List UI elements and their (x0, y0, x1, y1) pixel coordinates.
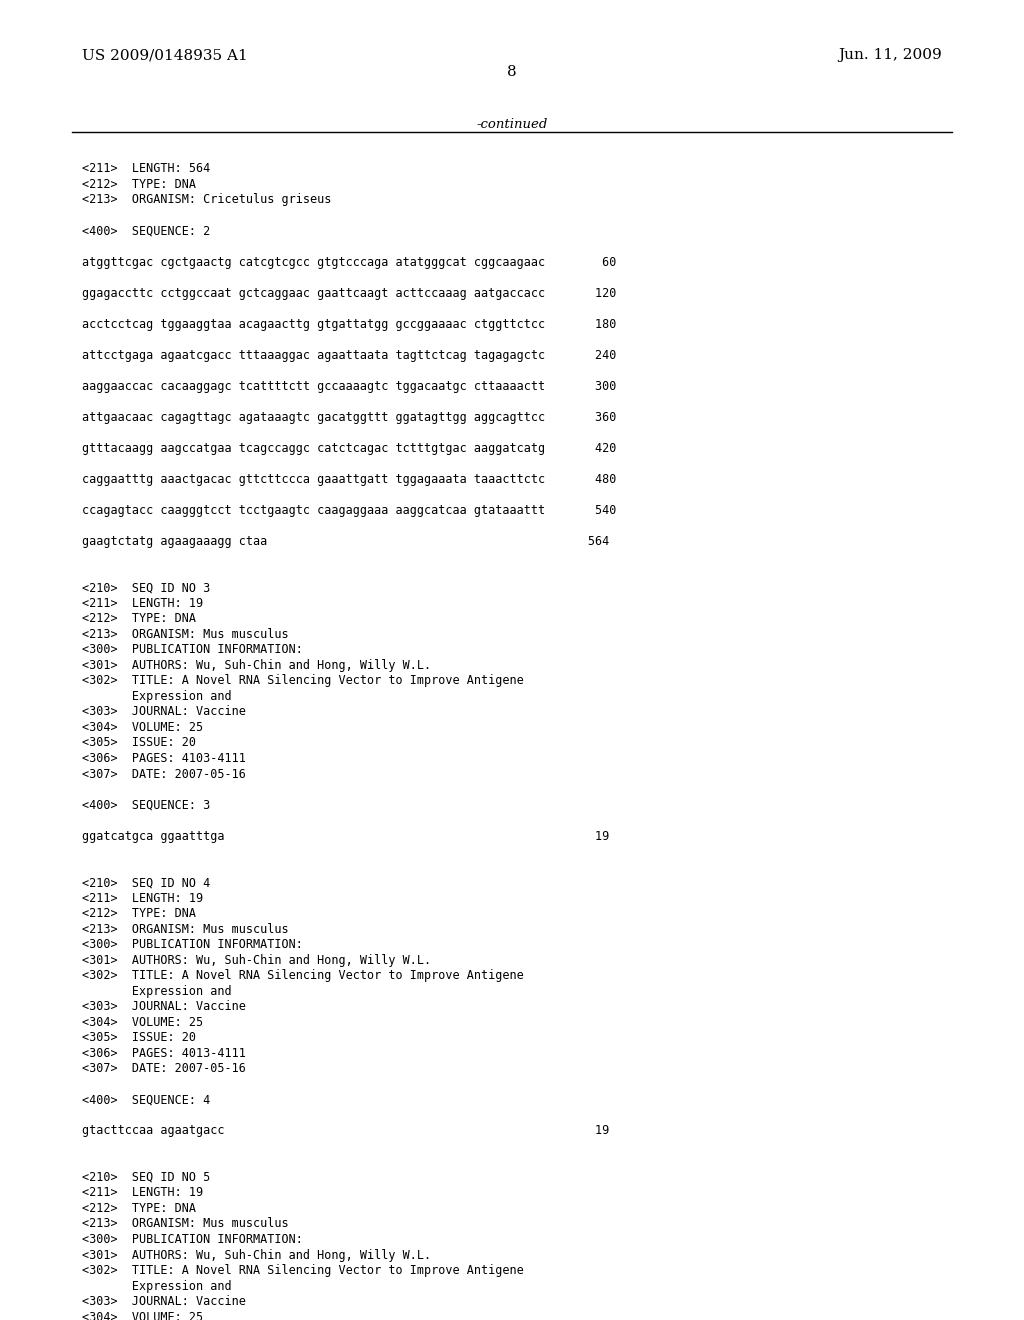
Text: ggagaccttc cctggccaat gctcaggaac gaattcaagt acttccaaag aatgaccacc       120: ggagaccttc cctggccaat gctcaggaac gaattca… (82, 286, 616, 300)
Text: <301>  AUTHORS: Wu, Suh-Chin and Hong, Willy W.L.: <301> AUTHORS: Wu, Suh-Chin and Hong, Wi… (82, 954, 431, 966)
Text: <300>  PUBLICATION INFORMATION:: <300> PUBLICATION INFORMATION: (82, 939, 303, 952)
Text: <212>  TYPE: DNA: <212> TYPE: DNA (82, 1203, 196, 1214)
Text: caggaatttg aaactgacac gttcttccca gaaattgatt tggagaaata taaacttctc       480: caggaatttg aaactgacac gttcttccca gaaattg… (82, 473, 616, 486)
Text: gtttacaagg aagccatgaa tcagccaggc catctcagac tctttgtgac aaggatcatg       420: gtttacaagg aagccatgaa tcagccaggc catctca… (82, 442, 616, 454)
Text: <213>  ORGANISM: Mus musculus: <213> ORGANISM: Mus musculus (82, 628, 289, 642)
Text: <301>  AUTHORS: Wu, Suh-Chin and Hong, Willy W.L.: <301> AUTHORS: Wu, Suh-Chin and Hong, Wi… (82, 659, 431, 672)
Text: <305>  ISSUE: 20: <305> ISSUE: 20 (82, 1031, 196, 1044)
Text: <211>  LENGTH: 19: <211> LENGTH: 19 (82, 597, 203, 610)
Text: atggttcgac cgctgaactg catcgtcgcc gtgtcccaga atatgggcat cggcaagaac        60: atggttcgac cgctgaactg catcgtcgcc gtgtccc… (82, 256, 616, 268)
Text: ggatcatgca ggaatttga                                                    19: ggatcatgca ggaatttga 19 (82, 829, 609, 842)
Text: Expression and: Expression and (82, 985, 231, 998)
Text: Jun. 11, 2009: Jun. 11, 2009 (839, 48, 942, 62)
Text: <400>  SEQUENCE: 4: <400> SEQUENCE: 4 (82, 1093, 210, 1106)
Text: attgaacaac cagagttagc agataaagtc gacatggttt ggatagttgg aggcagttcc       360: attgaacaac cagagttagc agataaagtc gacatgg… (82, 411, 616, 424)
Text: <210>  SEQ ID NO 5: <210> SEQ ID NO 5 (82, 1171, 210, 1184)
Text: <304>  VOLUME: 25: <304> VOLUME: 25 (82, 721, 203, 734)
Text: <301>  AUTHORS: Wu, Suh-Chin and Hong, Willy W.L.: <301> AUTHORS: Wu, Suh-Chin and Hong, Wi… (82, 1249, 431, 1262)
Text: <302>  TITLE: A Novel RNA Silencing Vector to Improve Antigene: <302> TITLE: A Novel RNA Silencing Vecto… (82, 675, 523, 688)
Text: aaggaaccac cacaaggagc tcattttctt gccaaaagtc tggacaatgc cttaaaactt       300: aaggaaccac cacaaggagc tcattttctt gccaaaa… (82, 380, 616, 392)
Text: <304>  VOLUME: 25: <304> VOLUME: 25 (82, 1016, 203, 1028)
Text: <305>  ISSUE: 20: <305> ISSUE: 20 (82, 737, 196, 750)
Text: <400>  SEQUENCE: 3: <400> SEQUENCE: 3 (82, 799, 210, 812)
Text: <400>  SEQUENCE: 2: <400> SEQUENCE: 2 (82, 224, 210, 238)
Text: acctcctcag tggaaggtaa acagaacttg gtgattatgg gccggaaaac ctggttctcc       180: acctcctcag tggaaggtaa acagaacttg gtgatta… (82, 318, 616, 330)
Text: <213>  ORGANISM: Cricetulus griseus: <213> ORGANISM: Cricetulus griseus (82, 194, 332, 206)
Text: gaagtctatg agaagaaagg ctaa                                             564: gaagtctatg agaagaaagg ctaa 564 (82, 535, 609, 548)
Text: <306>  PAGES: 4103-4111: <306> PAGES: 4103-4111 (82, 752, 246, 766)
Text: Expression and: Expression and (82, 690, 231, 704)
Text: US 2009/0148935 A1: US 2009/0148935 A1 (82, 48, 248, 62)
Text: <303>  JOURNAL: Vaccine: <303> JOURNAL: Vaccine (82, 1295, 246, 1308)
Text: <300>  PUBLICATION INFORMATION:: <300> PUBLICATION INFORMATION: (82, 1233, 303, 1246)
Text: <307>  DATE: 2007-05-16: <307> DATE: 2007-05-16 (82, 1063, 246, 1076)
Text: Expression and: Expression and (82, 1279, 231, 1292)
Text: <306>  PAGES: 4013-4111: <306> PAGES: 4013-4111 (82, 1047, 246, 1060)
Text: <303>  JOURNAL: Vaccine: <303> JOURNAL: Vaccine (82, 705, 246, 718)
Text: -continued: -continued (476, 117, 548, 131)
Text: gtacttccaa agaatgacc                                                    19: gtacttccaa agaatgacc 19 (82, 1125, 609, 1138)
Text: <210>  SEQ ID NO 3: <210> SEQ ID NO 3 (82, 581, 210, 594)
Text: <213>  ORGANISM: Mus musculus: <213> ORGANISM: Mus musculus (82, 1217, 289, 1230)
Text: <212>  TYPE: DNA: <212> TYPE: DNA (82, 178, 196, 191)
Text: <210>  SEQ ID NO 4: <210> SEQ ID NO 4 (82, 876, 210, 890)
Text: <211>  LENGTH: 19: <211> LENGTH: 19 (82, 1187, 203, 1200)
Text: <212>  TYPE: DNA: <212> TYPE: DNA (82, 907, 196, 920)
Text: <302>  TITLE: A Novel RNA Silencing Vector to Improve Antigene: <302> TITLE: A Novel RNA Silencing Vecto… (82, 969, 523, 982)
Text: <304>  VOLUME: 25: <304> VOLUME: 25 (82, 1311, 203, 1320)
Text: <213>  ORGANISM: Mus musculus: <213> ORGANISM: Mus musculus (82, 923, 289, 936)
Text: <302>  TITLE: A Novel RNA Silencing Vector to Improve Antigene: <302> TITLE: A Novel RNA Silencing Vecto… (82, 1265, 523, 1276)
Text: attcctgaga agaatcgacc tttaaaggac agaattaata tagttctcag tagagagctc       240: attcctgaga agaatcgacc tttaaaggac agaatta… (82, 348, 616, 362)
Text: <211>  LENGTH: 564: <211> LENGTH: 564 (82, 162, 210, 176)
Text: <300>  PUBLICATION INFORMATION:: <300> PUBLICATION INFORMATION: (82, 643, 303, 656)
Text: <307>  DATE: 2007-05-16: <307> DATE: 2007-05-16 (82, 767, 246, 780)
Text: ccagagtacc caagggtcct tcctgaagtc caagaggaaa aaggcatcaa gtataaattt       540: ccagagtacc caagggtcct tcctgaagtc caagagg… (82, 504, 616, 516)
Text: <212>  TYPE: DNA: <212> TYPE: DNA (82, 612, 196, 626)
Text: 8: 8 (507, 65, 517, 79)
Text: <211>  LENGTH: 19: <211> LENGTH: 19 (82, 891, 203, 904)
Text: <303>  JOURNAL: Vaccine: <303> JOURNAL: Vaccine (82, 1001, 246, 1014)
